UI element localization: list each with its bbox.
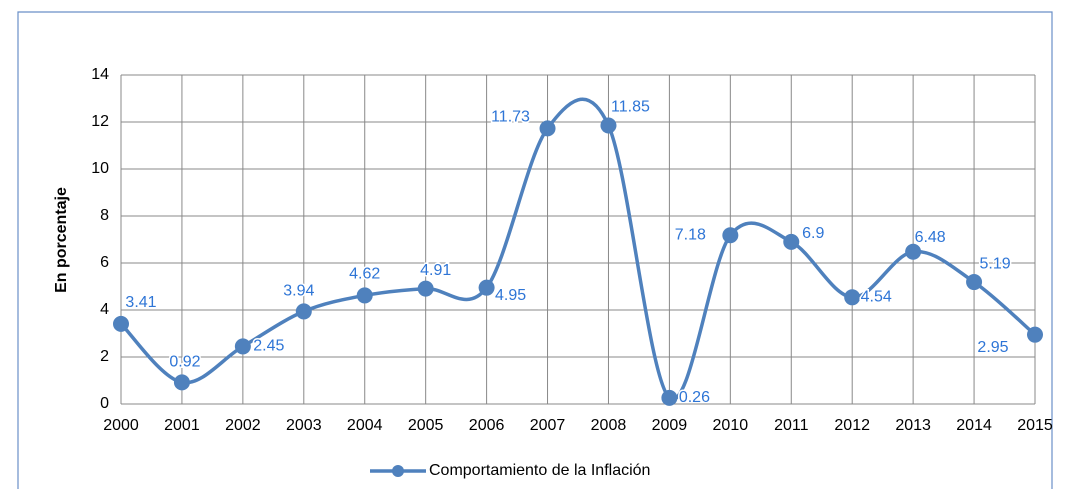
point [234, 338, 251, 355]
x-tick-label: 2015 [1017, 417, 1053, 434]
point [600, 117, 617, 134]
point [844, 289, 861, 306]
data-label: 4.91 [420, 262, 451, 279]
data-label: 6.48 [915, 229, 946, 246]
data-label: 4.62 [349, 266, 380, 283]
data-label: 3.41 [125, 294, 156, 311]
x-tick-label: 2009 [652, 417, 688, 434]
point [905, 243, 922, 260]
point [722, 227, 739, 244]
data-label: 0.92 [169, 354, 200, 371]
y-tick-label: 6 [100, 254, 109, 271]
data-label: 11.85 [611, 99, 650, 116]
y-tick-label: 14 [91, 66, 109, 83]
data-label: 0.26 [679, 389, 710, 406]
point [966, 274, 983, 291]
point [539, 120, 556, 137]
point [417, 280, 434, 297]
data-label: 4.95 [495, 287, 526, 304]
y-tick-label: 10 [91, 160, 109, 177]
data-label: 3.94 [283, 283, 314, 300]
data-label: 7.18 [675, 226, 706, 243]
data-label: 2.45 [253, 338, 284, 355]
y-tick-label: 2 [100, 348, 109, 365]
x-tick-label: 2011 [774, 417, 809, 434]
x-tick-label: 2007 [530, 417, 566, 434]
point [478, 279, 495, 296]
x-tick-label: 2006 [469, 417, 505, 434]
point [113, 315, 129, 332]
legend-marker [392, 465, 404, 477]
x-tick-label: 2000 [103, 417, 139, 434]
x-tick-label: 2010 [713, 417, 749, 434]
data-label: 6.9 [802, 225, 824, 242]
x-tick-label: 2003 [286, 417, 322, 434]
y-tick-label: 4 [100, 301, 109, 318]
data-label: 5.19 [979, 255, 1010, 272]
point [783, 233, 800, 250]
x-tick-label: 2008 [591, 417, 627, 434]
x-tick-label: 2014 [956, 417, 992, 434]
x-tick-label: 2005 [408, 417, 444, 434]
legend-label: Comportamiento de la Inflación [429, 462, 650, 479]
point [173, 374, 190, 391]
x-tick-label: 2001 [164, 417, 200, 434]
y-tick-label: 12 [91, 113, 109, 130]
x-tick-label: 2013 [895, 417, 931, 434]
x-tick-label: 2004 [347, 417, 383, 434]
x-tick-label: 2012 [834, 417, 870, 434]
data-label: 4.54 [861, 289, 892, 306]
data-label: 11.73 [491, 109, 530, 126]
y-tick-label: 8 [100, 207, 109, 224]
point [1027, 326, 1043, 343]
point [356, 287, 373, 304]
point [661, 389, 678, 406]
y-tick-label: 0 [100, 395, 109, 412]
y-axis-label: En porcentaje [53, 187, 70, 293]
chart-frame [17, 11, 1053, 489]
point [295, 303, 312, 320]
data-label: 2.95 [977, 339, 1008, 356]
x-tick-label: 2002 [225, 417, 261, 434]
